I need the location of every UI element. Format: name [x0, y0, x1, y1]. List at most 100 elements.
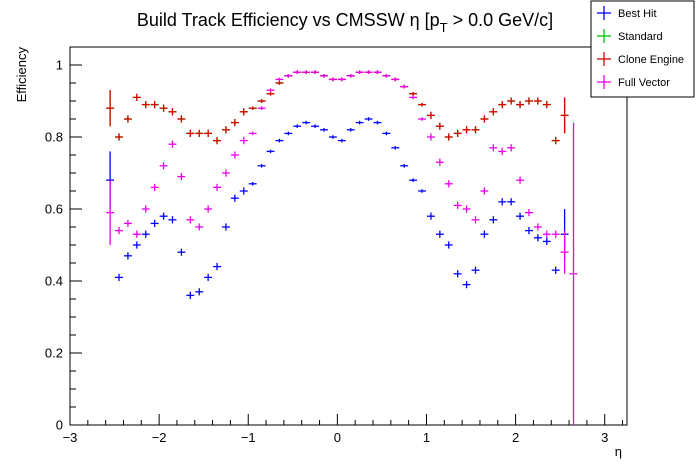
data-point	[418, 117, 426, 121]
data-point	[471, 266, 480, 274]
y-tick-label: 1	[56, 58, 63, 73]
data-point	[462, 205, 471, 213]
data-point	[320, 74, 328, 78]
data-point	[525, 209, 533, 217]
x-tick-label: −2	[152, 430, 167, 445]
data-point	[516, 101, 525, 109]
data-point	[141, 230, 150, 238]
data-series	[106, 70, 578, 425]
data-point	[257, 164, 266, 168]
data-point	[542, 237, 551, 245]
legend-entry-standard: Standard	[597, 29, 663, 43]
data-point	[239, 187, 248, 195]
data-point	[293, 70, 302, 74]
data-point	[409, 178, 418, 182]
data-point	[435, 158, 444, 166]
data-point	[435, 122, 444, 130]
data-point	[409, 92, 418, 96]
data-point	[159, 104, 168, 112]
data-point	[239, 108, 248, 116]
data-point	[168, 216, 177, 224]
y-tick-label: 0	[56, 418, 63, 433]
data-point	[311, 70, 320, 74]
data-point	[123, 219, 132, 227]
data-point	[248, 106, 257, 110]
data-point	[213, 263, 222, 271]
data-point	[328, 77, 337, 82]
data-point	[453, 201, 462, 209]
chart-title-tail: > 0.0 GeV/c]	[448, 10, 554, 30]
data-point	[177, 173, 186, 181]
data-point	[320, 128, 328, 132]
data-point	[498, 101, 507, 109]
legend-label: Standard	[618, 31, 663, 43]
data-point	[560, 97, 569, 134]
legend-entry-full-vector: Full Vector	[597, 75, 670, 89]
data-point	[248, 182, 257, 186]
data-point	[533, 97, 542, 105]
series-best-hit	[106, 117, 569, 299]
data-point	[542, 230, 551, 238]
data-point	[266, 92, 275, 96]
x-axis-label: η	[615, 444, 622, 459]
data-point	[426, 111, 435, 119]
data-point	[507, 198, 516, 206]
data-point	[302, 120, 311, 125]
data-point	[293, 124, 302, 128]
data-point	[462, 126, 471, 134]
x-tick-label: −1	[241, 430, 256, 445]
data-point	[444, 180, 453, 188]
data-point	[230, 151, 239, 159]
data-point	[480, 187, 489, 195]
x-tick-label: −3	[63, 430, 78, 445]
data-point	[444, 241, 453, 249]
data-point	[426, 212, 435, 220]
data-point	[551, 137, 560, 145]
data-point	[266, 88, 275, 92]
chart-title: Build Track Efficiency vs CMSSW η [pT > …	[137, 10, 553, 35]
data-point	[257, 106, 266, 110]
data-point	[115, 273, 123, 281]
data-point	[489, 108, 498, 116]
data-point	[480, 230, 489, 238]
chart-title-subscript: T	[440, 20, 448, 35]
legend-label: Full Vector	[618, 77, 670, 89]
data-point	[168, 108, 177, 116]
data-point	[195, 288, 204, 296]
data-point	[132, 241, 141, 249]
data-point	[489, 144, 498, 152]
data-point	[435, 230, 444, 238]
data-point	[213, 137, 222, 145]
data-point	[507, 97, 516, 105]
data-point	[266, 149, 275, 154]
data-point	[106, 180, 115, 245]
data-point	[542, 101, 551, 109]
data-point	[364, 117, 373, 121]
data-point	[150, 219, 159, 227]
data-point	[364, 70, 373, 74]
data-point	[355, 120, 364, 125]
data-point	[248, 131, 257, 136]
data-point	[533, 234, 542, 242]
data-point	[400, 164, 409, 168]
legend-box	[590, 0, 695, 98]
data-point	[159, 162, 168, 170]
data-point	[533, 223, 542, 231]
data-point	[560, 230, 569, 274]
data-point	[222, 223, 230, 231]
data-point	[453, 270, 462, 278]
data-point	[222, 126, 230, 134]
data-point	[150, 183, 159, 191]
legend-entry-best-hit: Best Hit	[597, 6, 657, 20]
data-point	[106, 90, 115, 127]
data-point	[168, 140, 177, 148]
data-point	[186, 291, 195, 299]
data-point	[204, 273, 213, 281]
data-point	[498, 198, 507, 206]
y-axis-label: Efficiency	[14, 47, 29, 103]
data-point	[426, 133, 435, 141]
data-point	[186, 129, 195, 137]
data-point	[141, 101, 150, 109]
data-point	[204, 205, 213, 213]
